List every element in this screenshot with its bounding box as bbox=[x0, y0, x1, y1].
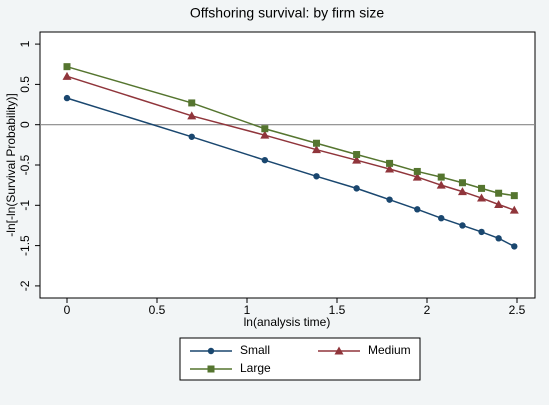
point bbox=[478, 184, 486, 192]
point bbox=[386, 159, 394, 167]
point bbox=[414, 206, 421, 213]
point bbox=[494, 199, 504, 208]
x-axis-label: ln(analysis time) bbox=[244, 315, 331, 329]
legend-label: Medium bbox=[368, 343, 411, 357]
point bbox=[312, 139, 320, 147]
point bbox=[458, 179, 466, 187]
point bbox=[63, 94, 71, 102]
point bbox=[495, 189, 503, 197]
point bbox=[495, 235, 502, 242]
point bbox=[313, 173, 320, 180]
x-tick-label: 0 bbox=[64, 303, 71, 317]
point bbox=[509, 205, 519, 214]
point bbox=[261, 125, 269, 133]
y-tick-label: -0.5 bbox=[18, 154, 32, 175]
point bbox=[311, 145, 321, 154]
point bbox=[478, 228, 485, 236]
legend-marker bbox=[334, 346, 344, 355]
point bbox=[385, 164, 395, 173]
y-tick-label: 0 bbox=[18, 121, 32, 128]
point bbox=[459, 222, 466, 229]
point bbox=[511, 243, 518, 250]
point bbox=[188, 99, 196, 107]
chart-title: Offshoring survival: by firm size bbox=[190, 5, 384, 21]
point bbox=[457, 187, 467, 196]
y-tick-label: -1.5 bbox=[18, 235, 32, 256]
x-tick-label: 0.5 bbox=[149, 303, 166, 317]
point bbox=[352, 155, 362, 164]
point bbox=[386, 196, 393, 203]
y-tick-label: -2 bbox=[18, 280, 32, 291]
point bbox=[510, 192, 518, 200]
y-tick-label: -1 bbox=[18, 200, 32, 211]
legend-marker bbox=[207, 347, 215, 355]
point bbox=[437, 173, 445, 181]
point bbox=[261, 156, 269, 164]
point bbox=[187, 111, 197, 120]
point bbox=[477, 193, 487, 202]
point bbox=[260, 130, 270, 139]
legend-marker bbox=[207, 365, 215, 373]
legend bbox=[179, 337, 421, 381]
y-tick-label: 0.5 bbox=[18, 76, 32, 93]
point bbox=[353, 185, 360, 192]
plot-area bbox=[39, 31, 536, 299]
x-tick-label: 2.5 bbox=[509, 303, 526, 317]
x-tick-label: 2 bbox=[424, 303, 431, 317]
point bbox=[413, 167, 421, 175]
legend-label: Large bbox=[240, 361, 271, 375]
point bbox=[188, 133, 195, 140]
y-axis-label: -ln[-ln(Survival Probability)] bbox=[4, 93, 18, 236]
y-tick-label: 1 bbox=[18, 40, 32, 47]
point bbox=[412, 172, 422, 181]
legend-label: Small bbox=[240, 343, 270, 357]
point bbox=[62, 71, 72, 80]
x-tick-label: 1.5 bbox=[329, 303, 346, 317]
point bbox=[63, 63, 71, 71]
x-tick-label: 1 bbox=[244, 303, 251, 317]
point bbox=[438, 215, 445, 222]
point bbox=[353, 151, 361, 159]
point bbox=[436, 180, 446, 189]
